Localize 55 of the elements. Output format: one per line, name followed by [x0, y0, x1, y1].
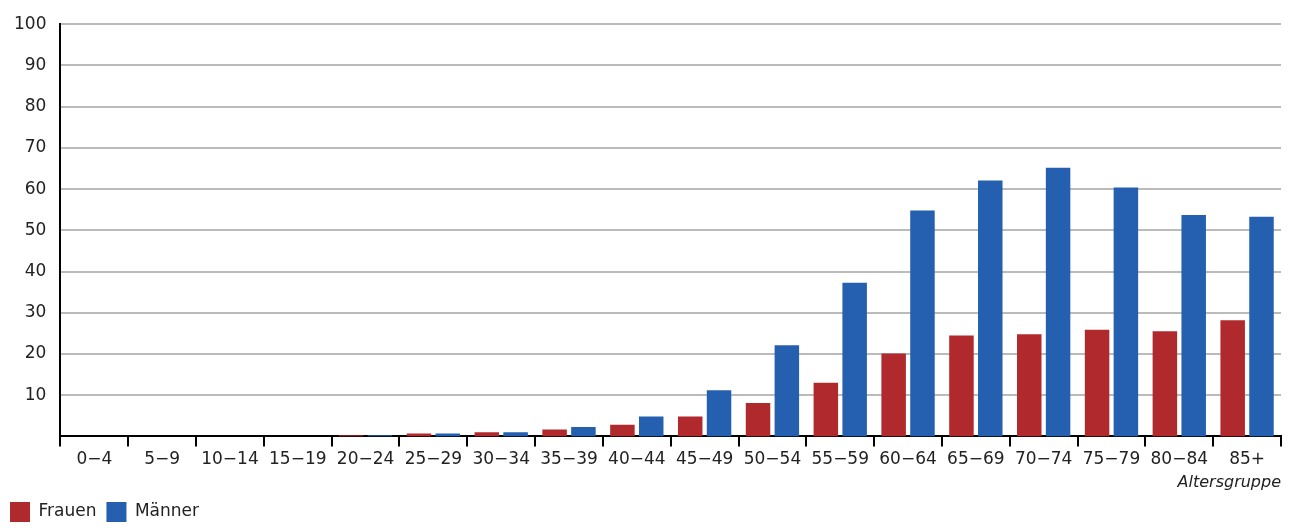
bar [949, 335, 974, 437]
bar [571, 426, 596, 437]
x-tick-label: 85+ [1229, 448, 1266, 469]
bar [1181, 215, 1206, 437]
bar [503, 432, 528, 437]
bar [1249, 216, 1274, 437]
x-tick-label: 25−29 [404, 448, 463, 469]
x-tick-label: 0−4 [76, 448, 113, 469]
x-tick-label: 65−69 [947, 448, 1005, 469]
bar [910, 210, 935, 437]
y-tick-label: 10 [24, 383, 47, 404]
x-tick-label: 50−54 [743, 448, 802, 469]
x-tick-label: 55−59 [811, 448, 869, 469]
bar [842, 282, 867, 437]
x-tick-label: 35−39 [540, 448, 598, 469]
bar [542, 429, 567, 437]
x-tick-label: 70−74 [1014, 448, 1073, 469]
y-tick-label: 100 [13, 12, 47, 33]
y-tick-label: 90 [24, 53, 47, 74]
x-tick-label: 80−84 [1150, 448, 1209, 469]
legend-label: Frauen [38, 500, 97, 521]
bar [638, 416, 664, 437]
bar [774, 345, 800, 437]
bar [745, 403, 771, 437]
y-tick-label: 50 [24, 218, 47, 239]
y-tick-label: 20 [24, 342, 47, 363]
x-tick-label: 45−49 [675, 448, 734, 469]
bar [978, 180, 1003, 437]
x-tick-label: 5−9 [144, 448, 181, 469]
y-tick-label: 70 [24, 136, 47, 157]
x-tick-label: 30−34 [472, 448, 530, 469]
y-tick-label: 60 [24, 177, 47, 198]
x-tick-label: 75−79 [1082, 448, 1141, 469]
x-tick-label: 10−14 [201, 448, 259, 469]
x-axis-title: Altersgruppe [1176, 471, 1282, 491]
y-tick-label: 40 [24, 259, 47, 280]
bar [474, 432, 500, 437]
y-tick-label: 30 [24, 301, 47, 322]
x-tick-label: 20−24 [336, 448, 395, 469]
x-tick-label: 40−44 [608, 448, 666, 469]
bar [813, 382, 839, 437]
y-tick-label: 80 [24, 95, 47, 116]
x-tick-label: 15−19 [269, 448, 327, 469]
x-tick-label: 60−64 [879, 448, 937, 469]
bar [677, 416, 703, 437]
bar [1152, 331, 1178, 437]
bar [881, 353, 906, 437]
bar [1045, 167, 1071, 437]
bar [1220, 320, 1245, 437]
bar [1084, 329, 1110, 437]
legend-label: Männer [134, 500, 200, 521]
bar [1017, 334, 1042, 437]
bar [1113, 187, 1139, 437]
bar [706, 390, 732, 437]
bar [610, 424, 635, 437]
